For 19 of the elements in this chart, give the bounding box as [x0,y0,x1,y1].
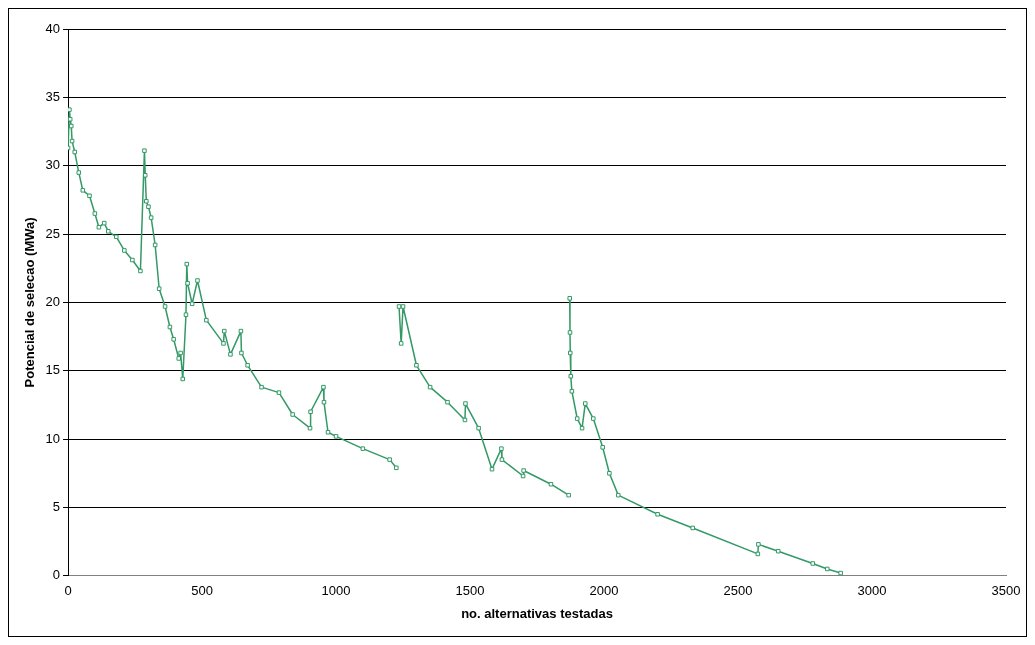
y-tick-label: 25 [45,225,61,241]
y-axis-title: Potencial de selecao (MWa) [22,217,38,388]
x-tick-label: 3500 [991,583,1021,599]
x-axis-title: no. alternativas testadas [461,605,613,621]
x-tick-label: 2000 [589,583,619,599]
y-tick-label: 30 [45,157,61,173]
y-tick-label: 5 [52,499,61,515]
y-tick-label: 15 [45,362,61,378]
y-tick-label: 0 [52,567,61,583]
y-tick-label: 10 [45,430,61,446]
x-tick-label: 1500 [455,583,485,599]
y-tick-label: 40 [45,20,61,36]
y-tick-label: 35 [45,88,61,104]
x-tick-label: 2500 [723,583,753,599]
y-tick-label: 20 [45,293,61,309]
x-tick-label: 3000 [857,583,887,599]
x-tick-label: 1000 [321,583,351,599]
x-tick-label: 0 [64,583,72,599]
x-tick-label: 500 [191,583,213,599]
